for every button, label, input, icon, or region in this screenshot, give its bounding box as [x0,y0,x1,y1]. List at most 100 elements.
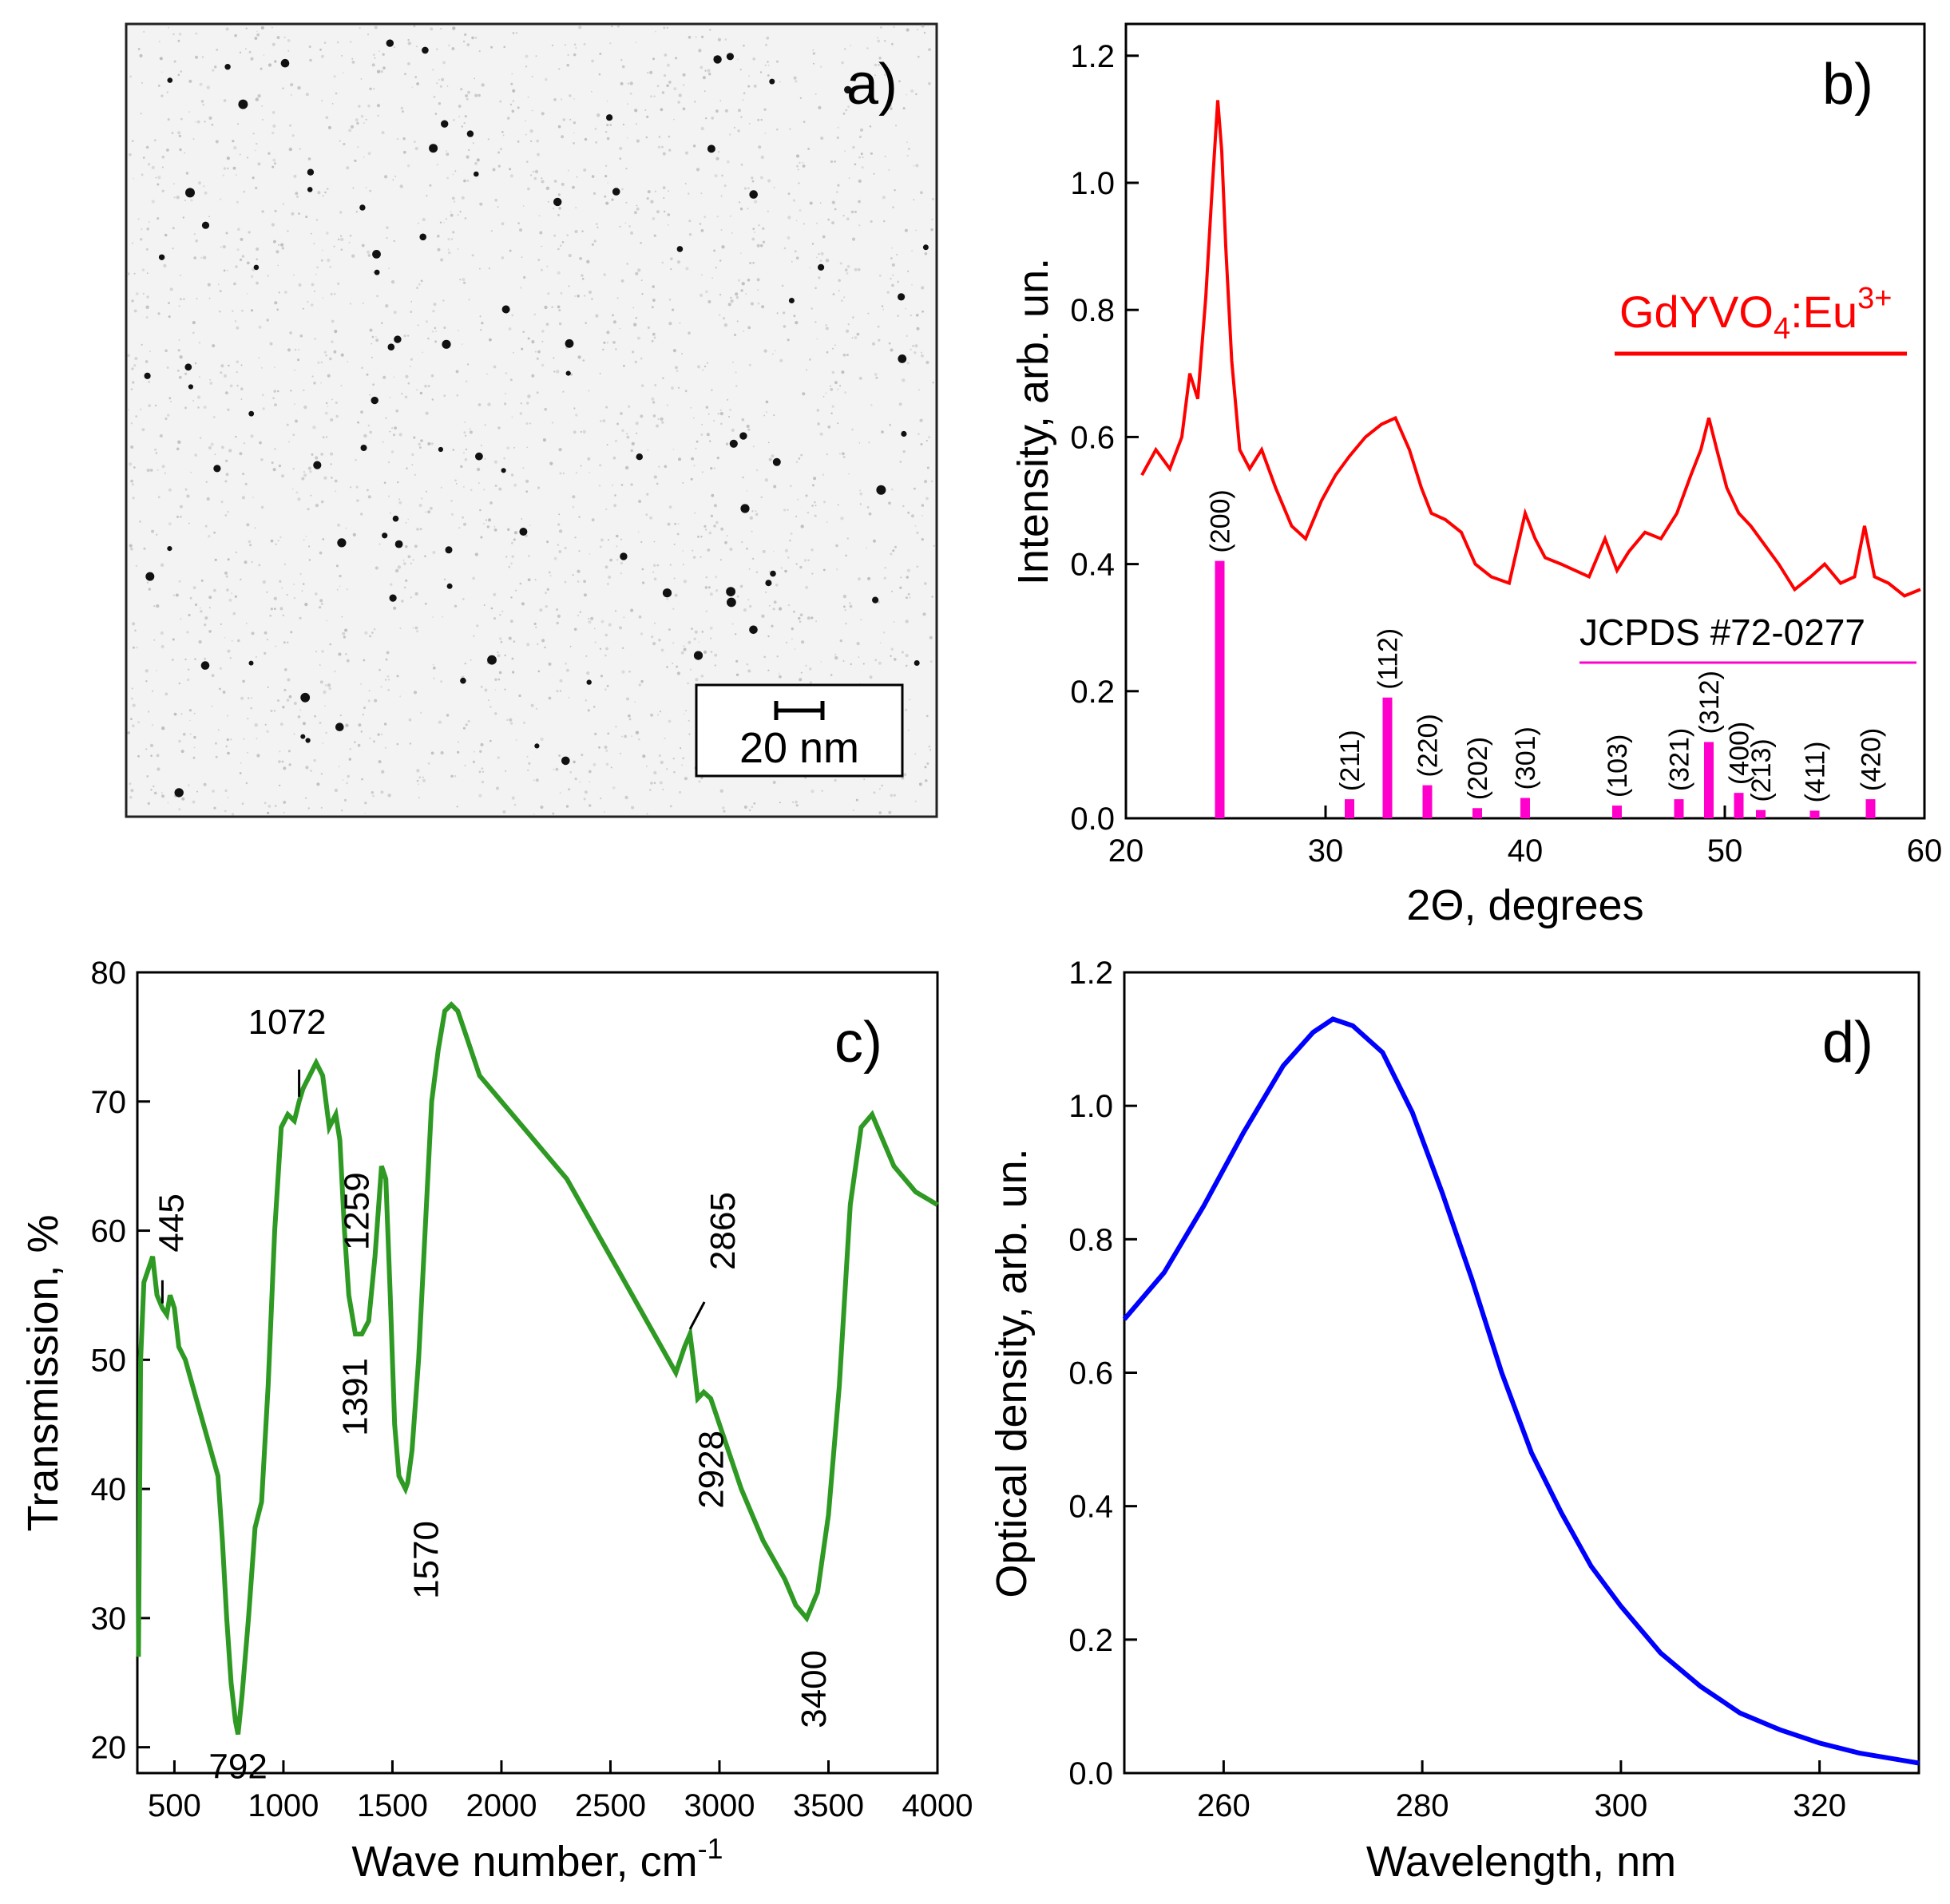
reference-bar [1520,798,1530,818]
tem-grain [278,291,280,294]
tem-particle [238,99,248,109]
tem-grain [846,217,850,221]
tem-grain [437,247,441,251]
tem-grain [568,169,570,172]
tem-grain [213,531,216,534]
tem-grain [294,403,296,406]
tem-grain [925,360,929,365]
tem-grain [898,402,902,406]
tem-grain [410,596,412,599]
tem-particle [676,246,684,252]
tem-grain [287,441,291,443]
tem-grain [137,48,141,50]
tem-grain [364,802,367,805]
tem-grain [509,619,513,623]
tem-grain [616,559,619,561]
tem-grain [689,668,692,671]
tem-grain [497,654,501,658]
tem-grain [278,464,282,468]
tem-grain [697,365,700,369]
tem-grain [573,760,576,764]
tem-grain [715,589,719,592]
peak-label: 792 [208,1747,267,1786]
tem-grain [577,569,581,573]
tem-grain [232,310,234,312]
tem-grain [541,330,545,333]
tem-grain [319,606,322,609]
tem-grain [232,166,236,170]
tem-grain [511,314,513,317]
tem-grain [647,190,651,194]
tem-grain [757,302,760,305]
tem-grain [905,664,908,667]
tem-grain [277,540,279,542]
tem-particle [446,583,453,589]
tem-grain [349,748,351,750]
tem-grain [199,437,202,439]
tem-grain [511,555,514,558]
tem-grain [337,523,341,527]
tem-grain [274,403,277,406]
tem-grain [305,536,307,537]
tem-grain [450,238,454,240]
tem-grain [457,750,460,754]
tem-grain [863,778,866,781]
tem-grain [471,36,474,40]
tem-grain [579,611,581,613]
tem-grain [709,29,711,31]
tem-grain [432,310,435,313]
tem-grain [763,414,766,417]
tem-grain [402,560,405,561]
tem-grain [842,353,846,357]
tem-grain [266,319,269,322]
tem-grain [802,161,804,164]
tem-grain [182,216,184,219]
tem-grain [289,124,291,127]
tem-grain [902,378,906,382]
tem-grain [606,342,609,344]
tem-grain [646,813,648,815]
d-x-tick-label: 320 [1793,1788,1846,1823]
tem-grain [630,608,634,612]
tem-grain [310,494,312,497]
tem-grain [489,739,492,742]
tem-grain [921,354,924,358]
tem-grain [672,349,677,353]
tem-grain [815,256,818,259]
tem-grain [390,583,393,586]
tem-grain [658,754,662,758]
tem-grain [675,366,678,370]
tem-grain [662,788,664,791]
panel-c-ftir-chart: c) 500 1000 1500 2000 2500 3000 3500 4000 20304… [19,956,973,1886]
tem-grain [845,554,847,557]
tem-grain [676,671,681,675]
legend-gdyvo4-main: GdYVO [1619,287,1774,337]
tem-grain [462,452,466,454]
tem-grain [820,661,822,663]
tem-grain [420,711,422,714]
tem-grain [351,254,355,258]
tem-grain [226,588,229,592]
tem-grain [842,452,845,456]
tem-grain [702,76,707,80]
tem-grain [799,565,803,569]
tem-grain [575,47,577,49]
tem-grain [291,488,294,490]
tem-grain [246,261,250,265]
tem-grain [227,649,231,653]
tem-grain [294,419,299,423]
tem-grain [537,350,541,354]
tem-grain [805,494,808,497]
tem-grain [130,388,133,390]
tem-grain [149,743,154,748]
hkl-label: (213) [1746,738,1777,802]
tem-grain [518,694,521,698]
tem-grain [166,91,168,93]
panel-d-absorption-chart: d) 260 280 300 320 0.00.20.40.60.81.01.2 Wa… [988,956,1920,1886]
tem-grain [837,504,839,506]
tem-grain [609,124,612,126]
tem-grain [283,688,287,692]
tem-grain [161,465,165,469]
peak-label: 2865 [704,1192,743,1270]
tem-grain [553,208,555,210]
